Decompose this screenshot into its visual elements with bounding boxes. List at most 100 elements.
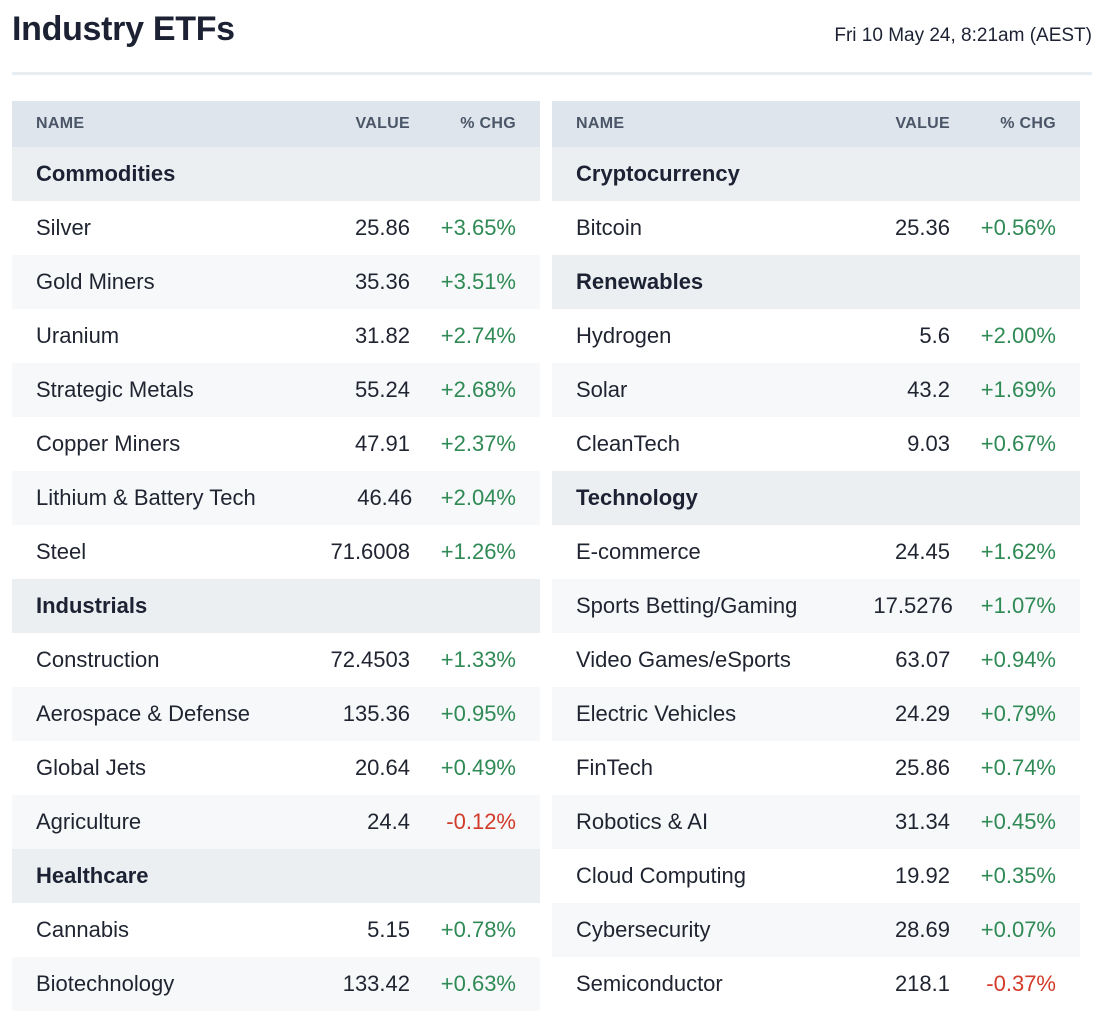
group-name: Technology <box>576 485 698 510</box>
etf-name[interactable]: Robotics & AI <box>576 809 709 834</box>
table-body: Commodities Silver 25.86 +3.65% Gold Miners 3… <box>12 147 540 1011</box>
table-row[interactable]: Semiconductor 218.1 -0.37% <box>552 957 1080 1011</box>
table-row[interactable]: Silver 25.86 +3.65% <box>12 201 540 255</box>
etf-name[interactable]: Semiconductor <box>576 971 723 996</box>
column-header-change[interactable]: % CHG <box>460 115 516 132</box>
table-row[interactable]: Aerospace & Defense 135.36 +0.95% <box>12 687 540 741</box>
etf-name[interactable]: Bitcoin <box>576 215 643 240</box>
etf-change: +0.07% <box>980 917 1056 942</box>
table-header: NAME VALUE % CHG <box>12 101 540 147</box>
etf-change: +0.63% <box>440 971 516 996</box>
etf-change: +1.69% <box>980 377 1056 402</box>
table-row[interactable]: Copper Miners 47.91 +2.37% <box>12 417 540 471</box>
etf-name[interactable]: Silver <box>36 215 92 240</box>
table-row[interactable]: Uranium 31.82 +2.74% <box>12 309 540 363</box>
table-row[interactable]: Cybersecurity 28.69 +0.07% <box>552 903 1080 957</box>
table-row[interactable]: Strategic Metals 55.24 +2.68% <box>12 363 540 417</box>
etf-change: +0.79% <box>980 701 1056 726</box>
etf-value: 5.15 <box>367 917 410 942</box>
table-row[interactable]: FinTech 25.86 +0.74% <box>552 741 1080 795</box>
page-header: Industry ETFs Fri 10 May 24, 8:21am (AES… <box>12 0 1092 75</box>
table-row[interactable]: CleanTech 9.03 +0.67% <box>552 417 1080 471</box>
table-row[interactable]: Hydrogen 5.6 +2.00% <box>552 309 1080 363</box>
etf-name[interactable]: Copper Miners <box>36 431 181 456</box>
etf-change: +1.62% <box>980 539 1056 564</box>
etf-name[interactable]: Strategic Metals <box>36 377 194 402</box>
table-row[interactable]: Lithium & Battery Tech 46.46 +2.04% <box>12 471 540 525</box>
table-row[interactable]: Gold Miners 35.36 +3.51% <box>12 255 540 309</box>
etf-name[interactable]: Agriculture <box>36 809 142 834</box>
etf-name[interactable]: Solar <box>576 377 628 402</box>
table-row[interactable]: Robotics & AI 31.34 +0.45% <box>552 795 1080 849</box>
group-header-row: Renewables <box>552 255 1080 309</box>
etf-name[interactable]: Electric Vehicles <box>576 701 737 726</box>
group-header-row: Cryptocurrency <box>552 147 1080 201</box>
table-row[interactable]: Construction 72.4503 +1.33% <box>12 633 540 687</box>
table-row[interactable]: Video Games/eSports 63.07 +0.94% <box>552 633 1080 687</box>
table-row[interactable]: Biotechnology 133.42 +0.63% <box>12 957 540 1011</box>
etf-change: +2.00% <box>980 323 1056 348</box>
etf-name[interactable]: Steel <box>36 539 87 564</box>
table-row[interactable]: Solar 43.2 +1.69% <box>552 363 1080 417</box>
etf-name[interactable]: Cannabis <box>36 917 129 942</box>
etf-name[interactable]: CleanTech <box>576 431 680 456</box>
etf-name[interactable]: Biotechnology <box>36 971 175 996</box>
group-name: Cryptocurrency <box>576 161 740 186</box>
group-header-row: Industrials <box>12 579 540 633</box>
etf-value: 218.1 <box>894 971 950 996</box>
etf-name[interactable]: FinTech <box>576 755 654 780</box>
etf-name[interactable]: Gold Miners <box>36 269 155 294</box>
etf-name[interactable]: Construction <box>36 647 160 672</box>
table-row[interactable]: E-commerce 24.45 +1.62% <box>552 525 1080 579</box>
etf-change: +0.74% <box>980 755 1056 780</box>
etf-value: 24.4 <box>367 809 410 834</box>
table-row[interactable]: Sports Betting/Gaming 17.5276 +1.07% <box>552 579 1080 633</box>
etf-name[interactable]: E-commerce <box>576 539 701 564</box>
etf-name[interactable]: Hydrogen <box>576 323 672 348</box>
column-header-value[interactable]: VALUE <box>895 115 950 132</box>
etf-name[interactable]: Global Jets <box>36 755 147 780</box>
etf-change: +0.45% <box>980 809 1056 834</box>
etf-change: +0.95% <box>440 701 516 726</box>
etf-change: +1.26% <box>440 539 516 564</box>
etf-change: +0.67% <box>980 431 1056 456</box>
table-row[interactable]: Cloud Computing 19.92 +0.35% <box>552 849 1080 903</box>
etf-value: 25.86 <box>894 755 950 780</box>
etf-value: 47.91 <box>354 431 410 456</box>
etf-value: 31.34 <box>894 809 950 834</box>
page-title: Industry ETFs <box>12 10 235 48</box>
etf-name[interactable]: Uranium <box>36 323 120 348</box>
table-row[interactable]: Bitcoin 25.36 +0.56% <box>552 201 1080 255</box>
etf-change: +3.51% <box>440 269 516 294</box>
etf-change: +0.49% <box>440 755 516 780</box>
table-row[interactable]: Agriculture 24.4 -0.12% <box>12 795 540 849</box>
etf-value: 25.86 <box>354 215 410 240</box>
group-name: Renewables <box>576 269 704 294</box>
column-header-name[interactable]: NAME <box>576 115 625 132</box>
table-row[interactable]: Cannabis 5.15 +0.78% <box>12 903 540 957</box>
etf-change: -0.12% <box>446 809 516 834</box>
etf-name[interactable]: Cybersecurity <box>576 917 711 942</box>
column-header-change[interactable]: % CHG <box>1000 115 1056 132</box>
etf-change: +2.74% <box>440 323 516 348</box>
etf-value: 5.6 <box>919 323 950 348</box>
etf-name[interactable]: Sports Betting/Gaming <box>576 593 798 618</box>
etf-change: +0.94% <box>980 647 1056 672</box>
etf-change: -0.37% <box>986 971 1056 996</box>
etf-name[interactable]: Cloud Computing <box>576 863 746 888</box>
group-name: Commodities <box>36 161 176 186</box>
group-header-row: Technology <box>552 471 1080 525</box>
table-body: Cryptocurrency Bitcoin 25.36 +0.56% Renewabl… <box>552 147 1080 1011</box>
table-row[interactable]: Electric Vehicles 24.29 +0.79% <box>552 687 1080 741</box>
column-header-value[interactable]: VALUE <box>355 115 410 132</box>
table-header: NAME VALUE % CHG <box>552 101 1080 147</box>
etf-value: 71.6008 <box>330 539 410 564</box>
etf-name[interactable]: Aerospace & Defense <box>36 701 251 726</box>
table-row[interactable]: Steel 71.6008 +1.26% <box>12 525 540 579</box>
etf-value: 19.92 <box>894 863 950 888</box>
etf-name[interactable]: Lithium & Battery Tech <box>36 485 256 510</box>
etf-value: 9.03 <box>907 431 950 456</box>
etf-name[interactable]: Video Games/eSports <box>576 647 791 672</box>
table-row[interactable]: Global Jets 20.64 +0.49% <box>12 741 540 795</box>
column-header-name[interactable]: NAME <box>36 115 85 132</box>
